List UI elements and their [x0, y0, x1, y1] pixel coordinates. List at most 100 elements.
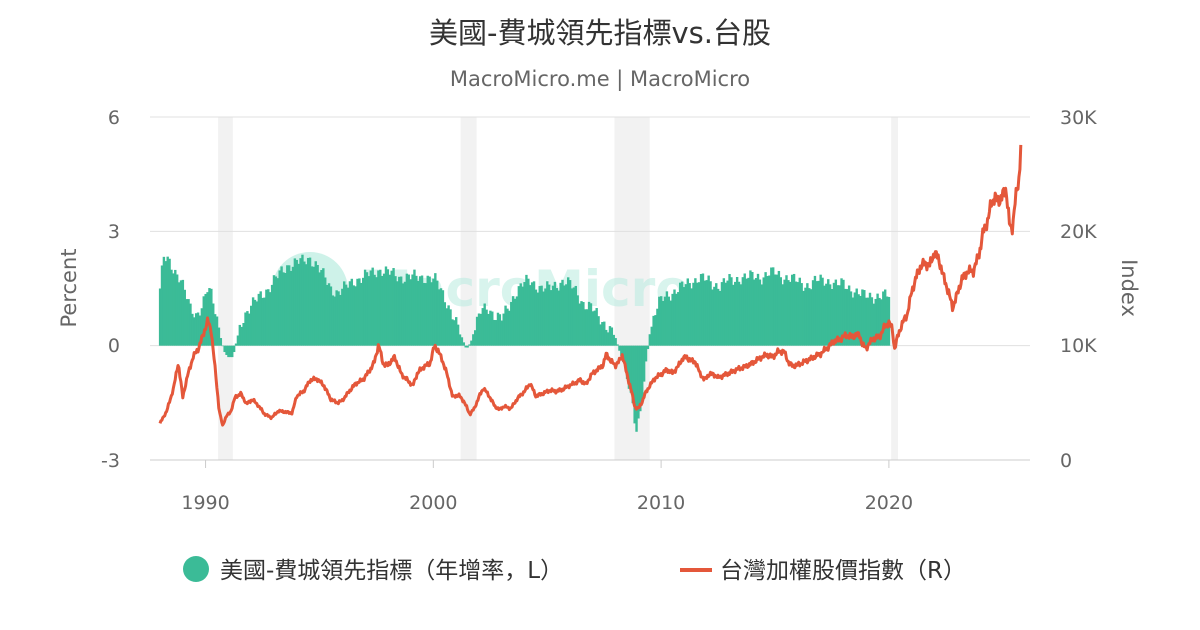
bar [612, 334, 615, 346]
bar [303, 261, 306, 346]
legend-label: 美國-費城領先指標（年增率，L） [220, 558, 563, 584]
bar [783, 279, 786, 346]
chart-subtitle: MacroMicro.me | MacroMicro [450, 67, 750, 92]
bar [358, 278, 361, 346]
bar [360, 282, 363, 346]
bar [424, 283, 428, 346]
bar [324, 277, 327, 346]
bar [380, 275, 384, 346]
bar [631, 345, 634, 404]
bar [377, 270, 380, 346]
bar [739, 284, 743, 346]
bar [709, 281, 712, 346]
bar [320, 270, 323, 346]
bar [363, 269, 367, 346]
bar [456, 324, 460, 346]
bar [813, 275, 817, 346]
bar [392, 268, 395, 346]
bar [242, 323, 245, 346]
bar [851, 297, 855, 346]
bar [329, 286, 333, 346]
bar [322, 268, 325, 346]
bar [384, 266, 388, 346]
chart-title: 美國-費城領先指標vs.台股 [429, 16, 771, 50]
bar [749, 270, 752, 346]
right-tick-label: 30K [1060, 107, 1097, 129]
bar [517, 286, 521, 346]
bar [785, 275, 788, 346]
bar [603, 321, 606, 346]
bar [760, 284, 764, 346]
bar [506, 308, 509, 346]
bar [806, 283, 809, 346]
bar [728, 274, 731, 346]
x-tick-label: 2020 [865, 492, 913, 514]
bar [680, 281, 684, 346]
bar [627, 345, 631, 389]
bar [876, 293, 879, 346]
bar [325, 284, 329, 346]
bar [548, 284, 551, 346]
bar [794, 281, 798, 346]
bar [455, 317, 458, 346]
bar [585, 309, 589, 346]
bar [346, 287, 350, 346]
bar [758, 279, 762, 346]
bar [777, 270, 781, 346]
bar [591, 311, 595, 346]
bar [751, 271, 754, 346]
bar [743, 273, 746, 346]
bar [772, 267, 775, 346]
bar [825, 283, 828, 346]
bar [639, 345, 642, 412]
bar [232, 345, 236, 353]
bar [175, 274, 179, 346]
bar [508, 310, 511, 346]
bar [202, 296, 205, 346]
bar [255, 301, 259, 346]
bar [878, 297, 881, 346]
bar [885, 296, 889, 346]
legend-item-bars[interactable]: 美國-費城領先指標（年增率，L） [183, 556, 563, 584]
bar [437, 289, 441, 346]
bar [196, 312, 200, 346]
x-axis-ticks: 1990 2000 2010 2020 [181, 460, 913, 514]
bar [415, 275, 418, 346]
bar [551, 285, 555, 346]
bar [696, 282, 699, 346]
bar [280, 266, 283, 346]
legend-item-line[interactable]: 台灣加權股價指數（R） [680, 558, 966, 584]
bar [270, 284, 274, 346]
bar [587, 301, 591, 346]
bar [775, 274, 779, 346]
bar [399, 276, 403, 346]
bar [417, 280, 420, 346]
bar [866, 297, 870, 346]
bar [160, 265, 164, 346]
bar [567, 277, 570, 346]
recession-band [460, 117, 477, 460]
bar [563, 285, 566, 346]
bar [682, 287, 686, 346]
legend: 美國-費城領先指標（年增率，L） 台灣加權股價指數（R） [183, 556, 966, 584]
bar [823, 285, 826, 346]
bar [821, 277, 824, 346]
bar [428, 276, 431, 346]
bar [872, 303, 876, 346]
bar [606, 332, 610, 346]
bar [834, 279, 838, 346]
bar [498, 314, 502, 346]
bar [832, 282, 836, 346]
bar [534, 289, 538, 346]
bar [441, 290, 445, 346]
bar [830, 288, 834, 346]
bar [610, 327, 614, 346]
bar [396, 281, 399, 346]
bar [644, 345, 648, 362]
bar [868, 292, 872, 346]
bar [251, 297, 255, 346]
recession-band [218, 117, 233, 460]
bar [422, 282, 426, 346]
bar [287, 265, 291, 346]
